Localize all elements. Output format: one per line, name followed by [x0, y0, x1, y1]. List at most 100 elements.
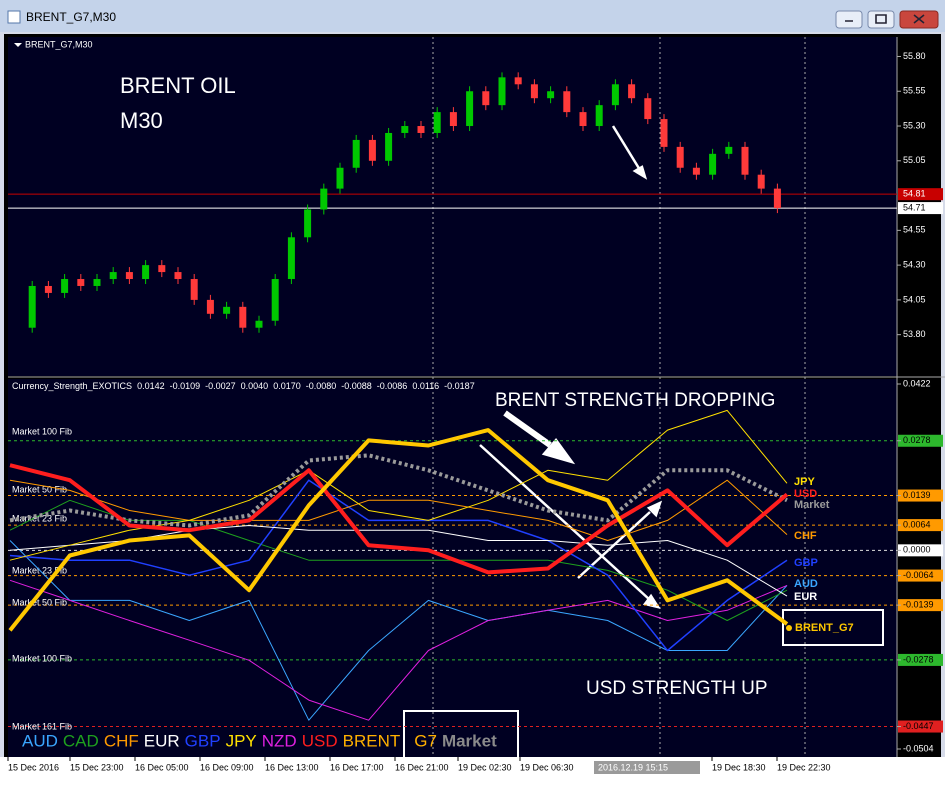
series-label: GBP	[794, 557, 818, 569]
candle	[644, 98, 652, 120]
header-value: -0.0187	[444, 381, 475, 391]
candle	[352, 139, 360, 168]
candle	[676, 146, 684, 168]
minimize-button[interactable]	[835, 10, 863, 29]
candle	[449, 112, 457, 127]
annotation: USD STRENGTH UP	[586, 678, 768, 699]
series-line	[9, 479, 788, 541]
y-tick-label: -0.0504	[903, 743, 934, 753]
candle	[271, 279, 279, 321]
x-tick-label: 19 Dec 22:30	[777, 762, 831, 772]
tick-tag	[898, 599, 943, 612]
indicator-header: Currency_Strength_EXOTICS 0.0142 -0.0109 -0…	[12, 381, 475, 391]
candle	[433, 112, 441, 133]
header-value: -0.0027	[205, 381, 236, 391]
series-label: USD	[794, 488, 817, 500]
candle	[304, 209, 312, 238]
legend-entry: EUR	[144, 731, 180, 750]
candle	[530, 84, 538, 99]
cursor-tag	[594, 761, 700, 774]
candle	[595, 105, 603, 127]
candle	[223, 306, 231, 314]
header-value: 0.0170	[273, 381, 301, 391]
candle	[336, 167, 344, 189]
tick-tag	[898, 489, 943, 502]
x-tick-label: 15 Dec 23:00	[70, 762, 124, 772]
end-dot	[786, 625, 792, 631]
candle	[466, 91, 474, 127]
candle	[158, 265, 166, 273]
legend-entry: CAD	[63, 731, 99, 750]
price-panel	[8, 37, 897, 376]
candle	[93, 279, 101, 286]
header-value: 0.0040	[241, 381, 269, 391]
cursor-time: 2016.12.19 15:15	[598, 762, 668, 772]
series-line	[9, 453, 788, 528]
y-tick-label: 0.0422	[903, 378, 931, 388]
fib-label: Market 100 Fib	[12, 426, 72, 436]
series-label: EUR	[794, 591, 817, 603]
candle	[757, 174, 765, 189]
candle	[368, 139, 376, 161]
series-line	[9, 463, 789, 575]
candle	[514, 77, 522, 85]
candle	[109, 272, 117, 280]
candle	[385, 132, 393, 161]
tick-tag	[898, 544, 943, 557]
legend-entry: NZD	[262, 731, 297, 750]
series-line	[9, 409, 788, 561]
candle	[320, 188, 328, 210]
legend-entry: G7	[414, 731, 437, 750]
series-line	[9, 540, 788, 721]
indicator-panel	[8, 379, 897, 757]
maximize-button[interactable]	[867, 10, 895, 29]
candle	[401, 126, 409, 133]
title-bar	[0, 0, 945, 32]
candle	[611, 84, 619, 106]
header-value: -0.0086	[377, 381, 408, 391]
legend-entry: USD	[302, 731, 338, 750]
x-tick-label: 16 Dec 05:00	[135, 762, 189, 772]
y-tick-label: -0.0447	[903, 721, 934, 731]
y-tick-label: 54.55	[903, 225, 926, 235]
candle	[142, 265, 150, 280]
candle	[660, 119, 668, 147]
legend-entry: CHF	[104, 731, 139, 750]
fib-label: Market 100 Fib	[12, 653, 72, 663]
x-tick-label: 19 Dec 06:30	[520, 762, 574, 772]
y-tick-label: 0.0000	[903, 545, 931, 555]
price-tag	[898, 202, 943, 215]
x-tick-label: 19 Dec 18:30	[712, 762, 766, 772]
y-tick-label: -0.0064	[903, 570, 934, 580]
y-tick-label: 55.05	[903, 155, 926, 165]
candle	[28, 285, 36, 328]
x-tick-label: 16 Dec 13:00	[265, 762, 319, 772]
fib-label: Market 23 Fib	[12, 513, 67, 523]
candle	[255, 320, 263, 328]
price-tag	[898, 188, 943, 201]
y-tick-label: 55.55	[903, 86, 926, 96]
app-icon	[7, 10, 21, 24]
y-tick-label: 0.0064	[903, 519, 931, 529]
annotation: BRENT STRENGTH DROPPING	[495, 390, 775, 411]
chart-subtitle: M30	[120, 108, 163, 133]
candle	[498, 77, 506, 106]
candle	[628, 84, 636, 99]
candle	[287, 237, 295, 280]
y-tick-label: 53.80	[903, 329, 926, 339]
header-value: 0.0142	[137, 381, 165, 391]
y-tick-label: -0.0278	[903, 654, 934, 664]
series-label: JPY	[794, 476, 815, 488]
legend-entry: AUD	[22, 731, 58, 750]
legend-entry: JPY	[226, 731, 257, 750]
y-tick-label: 0.0278	[903, 435, 931, 445]
price-label: 54.81	[903, 189, 926, 199]
header-value: -0.0088	[341, 381, 372, 391]
candle	[239, 306, 247, 328]
series-label: Market	[794, 499, 830, 511]
chart-title: BRENT OIL	[120, 73, 236, 98]
series-label: CHF	[794, 530, 817, 542]
series-line	[9, 479, 788, 652]
tick-tag	[898, 569, 943, 582]
